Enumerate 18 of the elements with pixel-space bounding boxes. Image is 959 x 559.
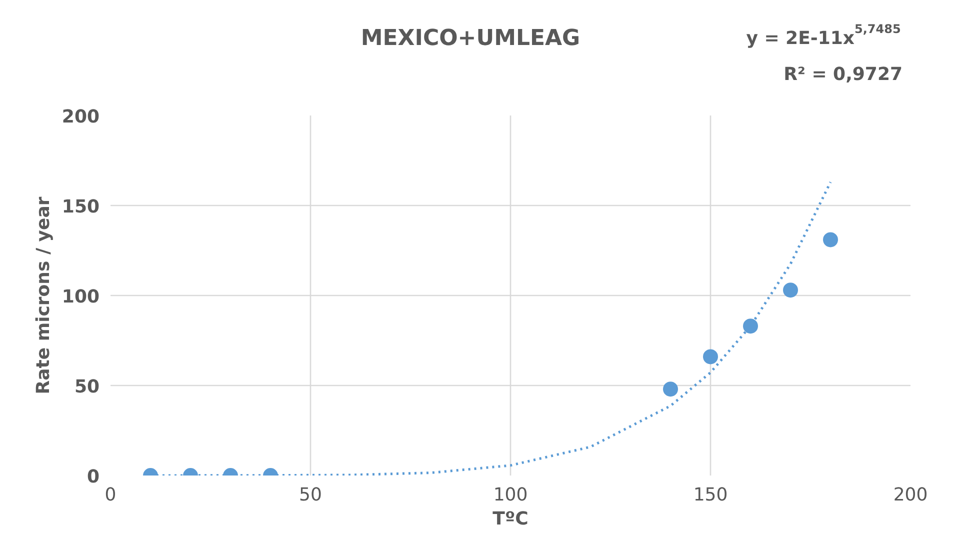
x-tick-label: 150 — [693, 484, 728, 506]
y-axis-title: Rate microns / year — [32, 196, 54, 394]
x-tick-label: 200 — [893, 484, 928, 506]
text: R² = 0,9727 — [784, 64, 903, 85]
y-tick-label: 0 — [86, 466, 100, 488]
x-tick-label: 0 — [104, 484, 116, 506]
point — [743, 318, 758, 334]
point — [783, 282, 798, 298]
point — [823, 232, 838, 248]
y-tick-label: 100 — [62, 286, 100, 308]
chart-title: MEXICO+UMLEAG — [360, 26, 580, 51]
x-axis-title: TºC — [492, 508, 528, 530]
y-tick-label: 200 — [62, 106, 100, 128]
x-tick-label: 100 — [493, 484, 528, 506]
x-tick-label: 50 — [299, 484, 322, 506]
y-tick-label: 50 — [74, 376, 100, 398]
y-tick-label: 150 — [62, 196, 100, 218]
point — [703, 349, 718, 364]
